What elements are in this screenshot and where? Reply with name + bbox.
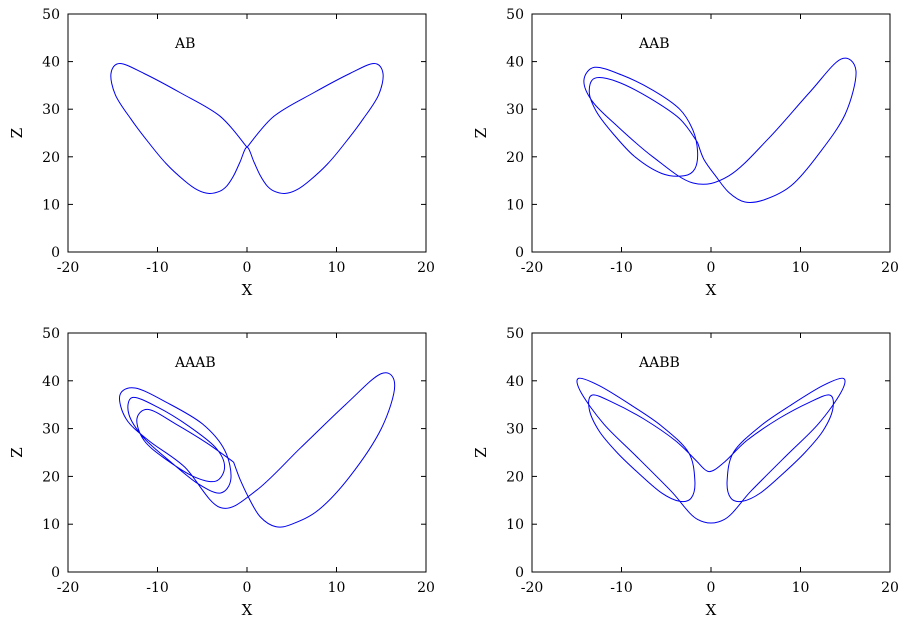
x-tick-label: 10 xyxy=(792,260,810,276)
x-axis-label: X xyxy=(242,281,253,299)
chart-panel: -20 -10 0 10 20 0 10 20 30 40 50 X Z AB xyxy=(8,7,435,299)
x-tick-label: -10 xyxy=(610,580,633,596)
plot-frame xyxy=(67,332,427,573)
y-tick-label: 0 xyxy=(51,245,60,261)
y-tick-label: 30 xyxy=(42,422,60,438)
y-tick-label: 30 xyxy=(42,102,60,118)
y-axis-label: Z xyxy=(8,128,26,138)
chart-panel: -20 -10 0 10 20 0 10 20 30 40 50 X Z AAAB xyxy=(8,326,435,619)
x-tick-label: 0 xyxy=(707,260,716,276)
y-tick-label: 10 xyxy=(506,517,524,533)
x-tick-label: -10 xyxy=(146,580,169,596)
x-tick-label: -10 xyxy=(146,260,169,276)
y-tick-label: 0 xyxy=(515,565,524,581)
y-tick-label: 20 xyxy=(42,469,60,485)
y-tick-label: 50 xyxy=(42,326,60,342)
y-axis-label: Z xyxy=(472,447,490,457)
y-tick-label: 40 xyxy=(506,55,524,71)
orbit-curve xyxy=(583,57,857,204)
x-tick-label: 10 xyxy=(792,580,810,596)
x-tick-label: 10 xyxy=(328,260,346,276)
x-tick-label: -20 xyxy=(57,260,80,276)
x-tick-label: 20 xyxy=(881,260,899,276)
y-axis-label: Z xyxy=(8,447,26,457)
orbit-curve xyxy=(119,372,396,528)
orbit-curve xyxy=(576,377,846,524)
orbit-curve xyxy=(110,63,384,195)
x-tick-label: 0 xyxy=(243,260,252,276)
plot-frame xyxy=(67,13,427,253)
y-tick-label: 20 xyxy=(506,150,524,166)
x-tick-label: -10 xyxy=(610,260,633,276)
y-tick-label: 30 xyxy=(506,422,524,438)
x-tick-label: 0 xyxy=(243,580,252,596)
x-tick-label: 20 xyxy=(417,580,435,596)
x-tick-label: 20 xyxy=(417,260,435,276)
y-tick-label: 50 xyxy=(506,7,524,23)
y-tick-label: 10 xyxy=(42,517,60,533)
y-axis-label: Z xyxy=(472,128,490,138)
x-tick-label: 10 xyxy=(328,580,346,596)
y-tick-label: 20 xyxy=(42,150,60,166)
y-tick-label: 30 xyxy=(506,102,524,118)
x-axis-label: X xyxy=(706,601,717,619)
y-tick-label: 40 xyxy=(42,55,60,71)
y-tick-label: 10 xyxy=(42,197,60,213)
orbit-label: AB xyxy=(174,36,195,52)
orbit-label: AAAB xyxy=(174,355,216,371)
y-tick-label: 20 xyxy=(506,469,524,485)
y-tick-label: 0 xyxy=(51,565,60,581)
x-tick-label: 20 xyxy=(881,580,899,596)
x-axis-label: X xyxy=(242,601,253,619)
y-tick-label: 50 xyxy=(506,326,524,342)
x-tick-label: -20 xyxy=(521,580,544,596)
y-tick-label: 40 xyxy=(42,374,60,390)
x-tick-label: -20 xyxy=(57,580,80,596)
y-tick-label: 10 xyxy=(506,197,524,213)
chart-panel: -20 -10 0 10 20 0 10 20 30 40 50 X Z AAB xyxy=(472,7,899,299)
x-tick-label: 0 xyxy=(707,580,716,596)
x-axis-label: X xyxy=(706,281,717,299)
y-tick-label: 40 xyxy=(506,374,524,390)
plot-frame xyxy=(531,13,891,253)
plot-frame xyxy=(531,332,891,573)
orbit-label: AAB xyxy=(638,36,670,52)
x-tick-label: -20 xyxy=(521,260,544,276)
y-tick-label: 0 xyxy=(515,245,524,261)
y-tick-label: 50 xyxy=(42,7,60,23)
chart-panel: -20 -10 0 10 20 0 10 20 30 40 50 X Z AABB xyxy=(472,326,899,619)
orbit-label: AABB xyxy=(638,355,680,371)
